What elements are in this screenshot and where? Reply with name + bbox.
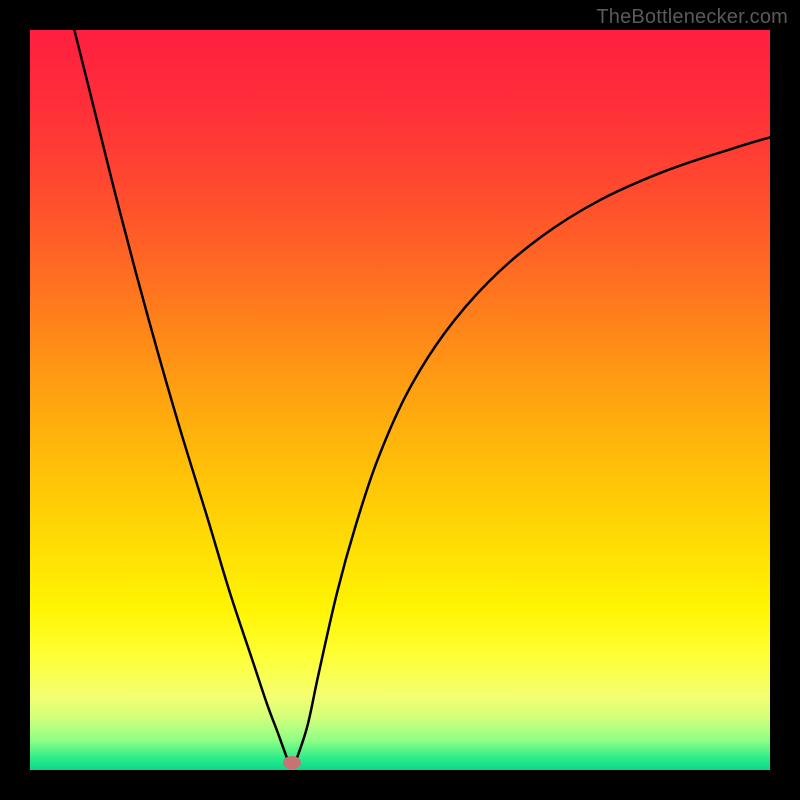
chart-container: TheBottlenecker.com bbox=[0, 0, 800, 800]
watermark-text: TheBottlenecker.com bbox=[596, 6, 788, 29]
plot-background bbox=[30, 30, 770, 770]
bottleneck-curve-chart bbox=[0, 0, 800, 800]
minimum-marker bbox=[283, 756, 301, 769]
